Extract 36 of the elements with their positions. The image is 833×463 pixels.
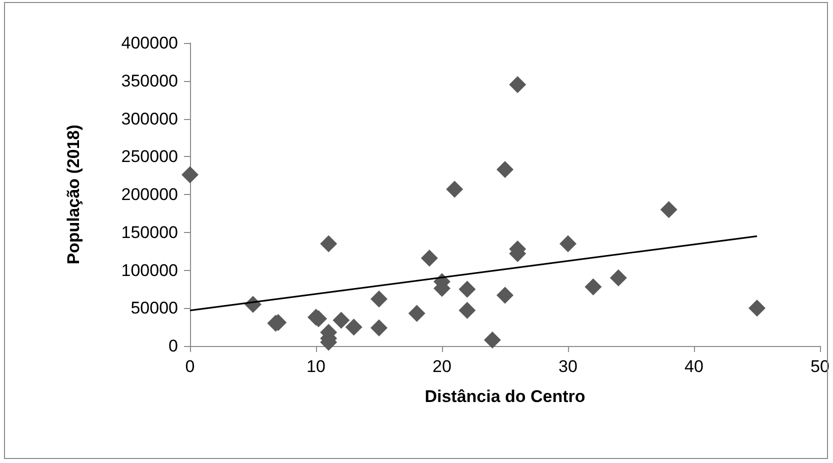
x-tick-label: 20 <box>432 357 452 376</box>
point <box>484 331 501 348</box>
point <box>610 269 627 286</box>
y-tick-label: 250000 <box>121 147 178 166</box>
x-tick-label: 0 <box>185 357 195 376</box>
x-tick-label: 10 <box>306 357 326 376</box>
point <box>320 235 338 252</box>
y-tick-label: 50000 <box>130 298 178 318</box>
x-axis-title: Distância do Centro <box>424 387 586 406</box>
point <box>182 166 198 184</box>
point <box>560 235 576 252</box>
y-tick-label: 200000 <box>121 185 178 204</box>
y-tick-label: 350000 <box>121 71 178 90</box>
y-tick-label: 150000 <box>121 222 178 242</box>
point <box>458 302 476 319</box>
point <box>660 201 678 218</box>
point <box>509 76 526 94</box>
y-axis-title: População (2018) <box>64 124 83 264</box>
point <box>496 161 514 178</box>
point <box>370 290 388 308</box>
y-tick-label: 0 <box>168 336 178 356</box>
y-tick-label: 400000 <box>121 34 178 52</box>
x-tick-label: 30 <box>558 357 578 376</box>
point <box>748 300 766 317</box>
point <box>408 304 426 322</box>
point <box>446 180 464 198</box>
point <box>458 280 476 298</box>
point <box>584 278 602 296</box>
point <box>420 250 438 267</box>
x-tick-label: 40 <box>684 357 704 376</box>
point <box>370 319 388 336</box>
point <box>332 312 350 329</box>
point <box>345 318 362 336</box>
y-tick-label: 300000 <box>121 109 178 128</box>
point <box>496 286 514 304</box>
y-tick-label: 100000 <box>121 260 178 280</box>
